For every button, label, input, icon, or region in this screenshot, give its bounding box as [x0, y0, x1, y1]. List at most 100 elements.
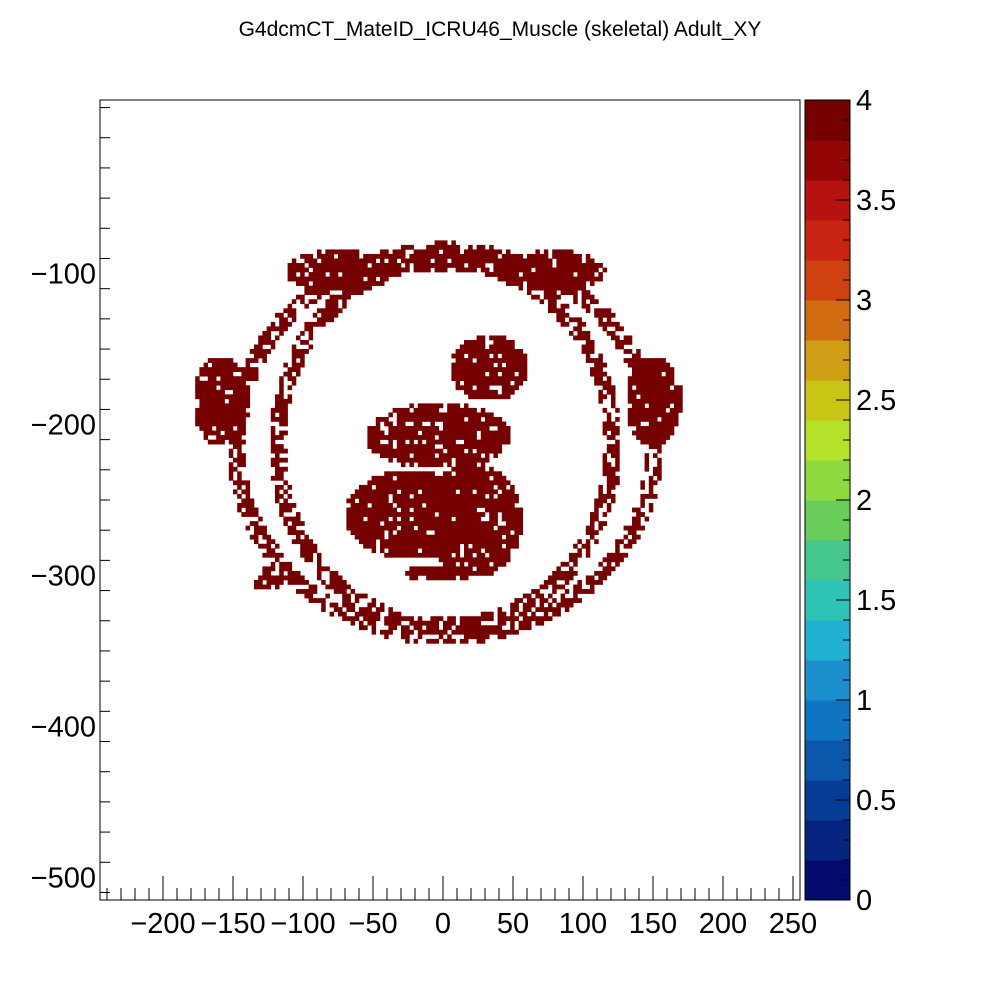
heatmap-cell [653, 376, 658, 382]
heatmap-cell [426, 412, 431, 418]
heatmap-cell [304, 543, 309, 549]
heatmap-cell [640, 416, 645, 422]
heatmap-cell [455, 444, 461, 449]
heatmap-cell [371, 267, 377, 273]
heatmap-cell [275, 435, 280, 440]
heatmap-cell [266, 326, 272, 332]
heatmap-cell [224, 426, 230, 431]
heatmap-cell [333, 303, 339, 309]
heatmap-cell [468, 444, 473, 449]
heatmap-cell [430, 430, 435, 436]
heatmap-cell [514, 358, 519, 363]
heatmap-cell [510, 385, 515, 391]
heatmap-cell [203, 367, 209, 372]
heatmap-cell [468, 489, 473, 495]
heatmap-cell [552, 589, 557, 594]
heatmap-cell [308, 598, 314, 603]
heatmap-cell [552, 253, 557, 259]
heatmap-cell [438, 430, 444, 436]
heatmap-cell [228, 403, 234, 409]
heatmap-cell [443, 620, 448, 626]
heatmap-cell [674, 394, 679, 400]
heatmap-cell [464, 566, 469, 572]
heatmap-cell [434, 629, 440, 635]
heatmap-cell [329, 580, 335, 585]
heatmap-cell [493, 521, 498, 526]
heatmap-cell [640, 503, 645, 508]
colorbar-segment [805, 300, 850, 341]
heatmap-cell [405, 435, 410, 440]
heatmap-cell [455, 416, 461, 422]
heatmap-cell [359, 489, 364, 495]
heatmap-cell [401, 512, 406, 517]
heatmap-cell [401, 484, 406, 490]
heatmap-cell [241, 389, 246, 395]
heatmap-cell [212, 367, 217, 372]
heatmap-cell [438, 634, 444, 640]
heatmap-cell [422, 543, 427, 549]
heatmap-cell [375, 439, 381, 445]
heatmap-cell [245, 525, 251, 531]
color-scale-bar: 00.511.522.533.54 [804, 85, 896, 917]
heatmap-cell [388, 253, 393, 259]
heatmap-cell [359, 625, 364, 631]
heatmap-cell [321, 263, 326, 268]
heatmap-cell [455, 521, 461, 526]
heatmap-cell [195, 380, 200, 386]
heatmap-cell [228, 453, 234, 459]
heatmap-cell [577, 580, 582, 585]
heatmap-cell [346, 258, 351, 264]
heatmap-cell [287, 566, 293, 572]
heatmap-cell [548, 294, 553, 300]
heatmap-cell [506, 552, 511, 558]
heatmap-cell [434, 516, 440, 522]
heatmap-cell [443, 480, 448, 486]
heatmap-cell [447, 421, 452, 427]
heatmap-cell [564, 253, 570, 259]
heatmap-cell [581, 285, 587, 291]
heatmap-cell [417, 625, 423, 631]
heatmap-cell [312, 321, 318, 327]
heatmap-cell [476, 539, 482, 545]
heatmap-cell [468, 380, 473, 386]
heatmap-cell [556, 584, 561, 590]
heatmap-cell [497, 616, 503, 622]
heatmap-cell [548, 299, 553, 305]
heatmap-cell [577, 267, 582, 273]
heatmap-cell [535, 607, 540, 612]
heatmap-cell [254, 530, 259, 536]
heatmap-cell [401, 453, 406, 459]
heatmap-cell [606, 493, 612, 499]
heatmap-cell [283, 430, 288, 436]
heatmap-cell [417, 521, 423, 526]
heatmap-cell [455, 534, 461, 540]
heatmap-cell [325, 258, 330, 264]
heatmap-cell [506, 258, 511, 264]
heatmap-cell [480, 552, 486, 558]
heatmap-cell [548, 272, 553, 277]
heatmap-cell [518, 620, 524, 626]
heatmap-cell [279, 416, 284, 422]
heatmap-cell [632, 534, 637, 540]
heatmap-cell [606, 385, 612, 391]
heatmap-cell [371, 539, 377, 545]
heatmap-cell [296, 534, 301, 540]
heatmap-cell [401, 552, 406, 558]
heatmap-cell [531, 598, 536, 603]
heatmap-cell [426, 525, 431, 531]
heatmap-cell [317, 294, 322, 300]
heatmap-cell [480, 570, 486, 576]
heatmap-cell [199, 403, 204, 409]
heatmap-cell [371, 498, 377, 504]
heatmap-cell [480, 376, 486, 382]
heatmap-cell [359, 512, 364, 517]
heatmap-cell [413, 471, 419, 477]
heatmap-cell [275, 580, 280, 585]
heatmap-cell [375, 263, 381, 268]
heatmap-cell [380, 543, 385, 549]
heatmap-cell [401, 525, 406, 531]
heatmap-cell [350, 493, 356, 499]
heatmap-cell [485, 444, 490, 449]
heatmap-cell [489, 335, 494, 341]
heatmap-cell [510, 272, 515, 277]
